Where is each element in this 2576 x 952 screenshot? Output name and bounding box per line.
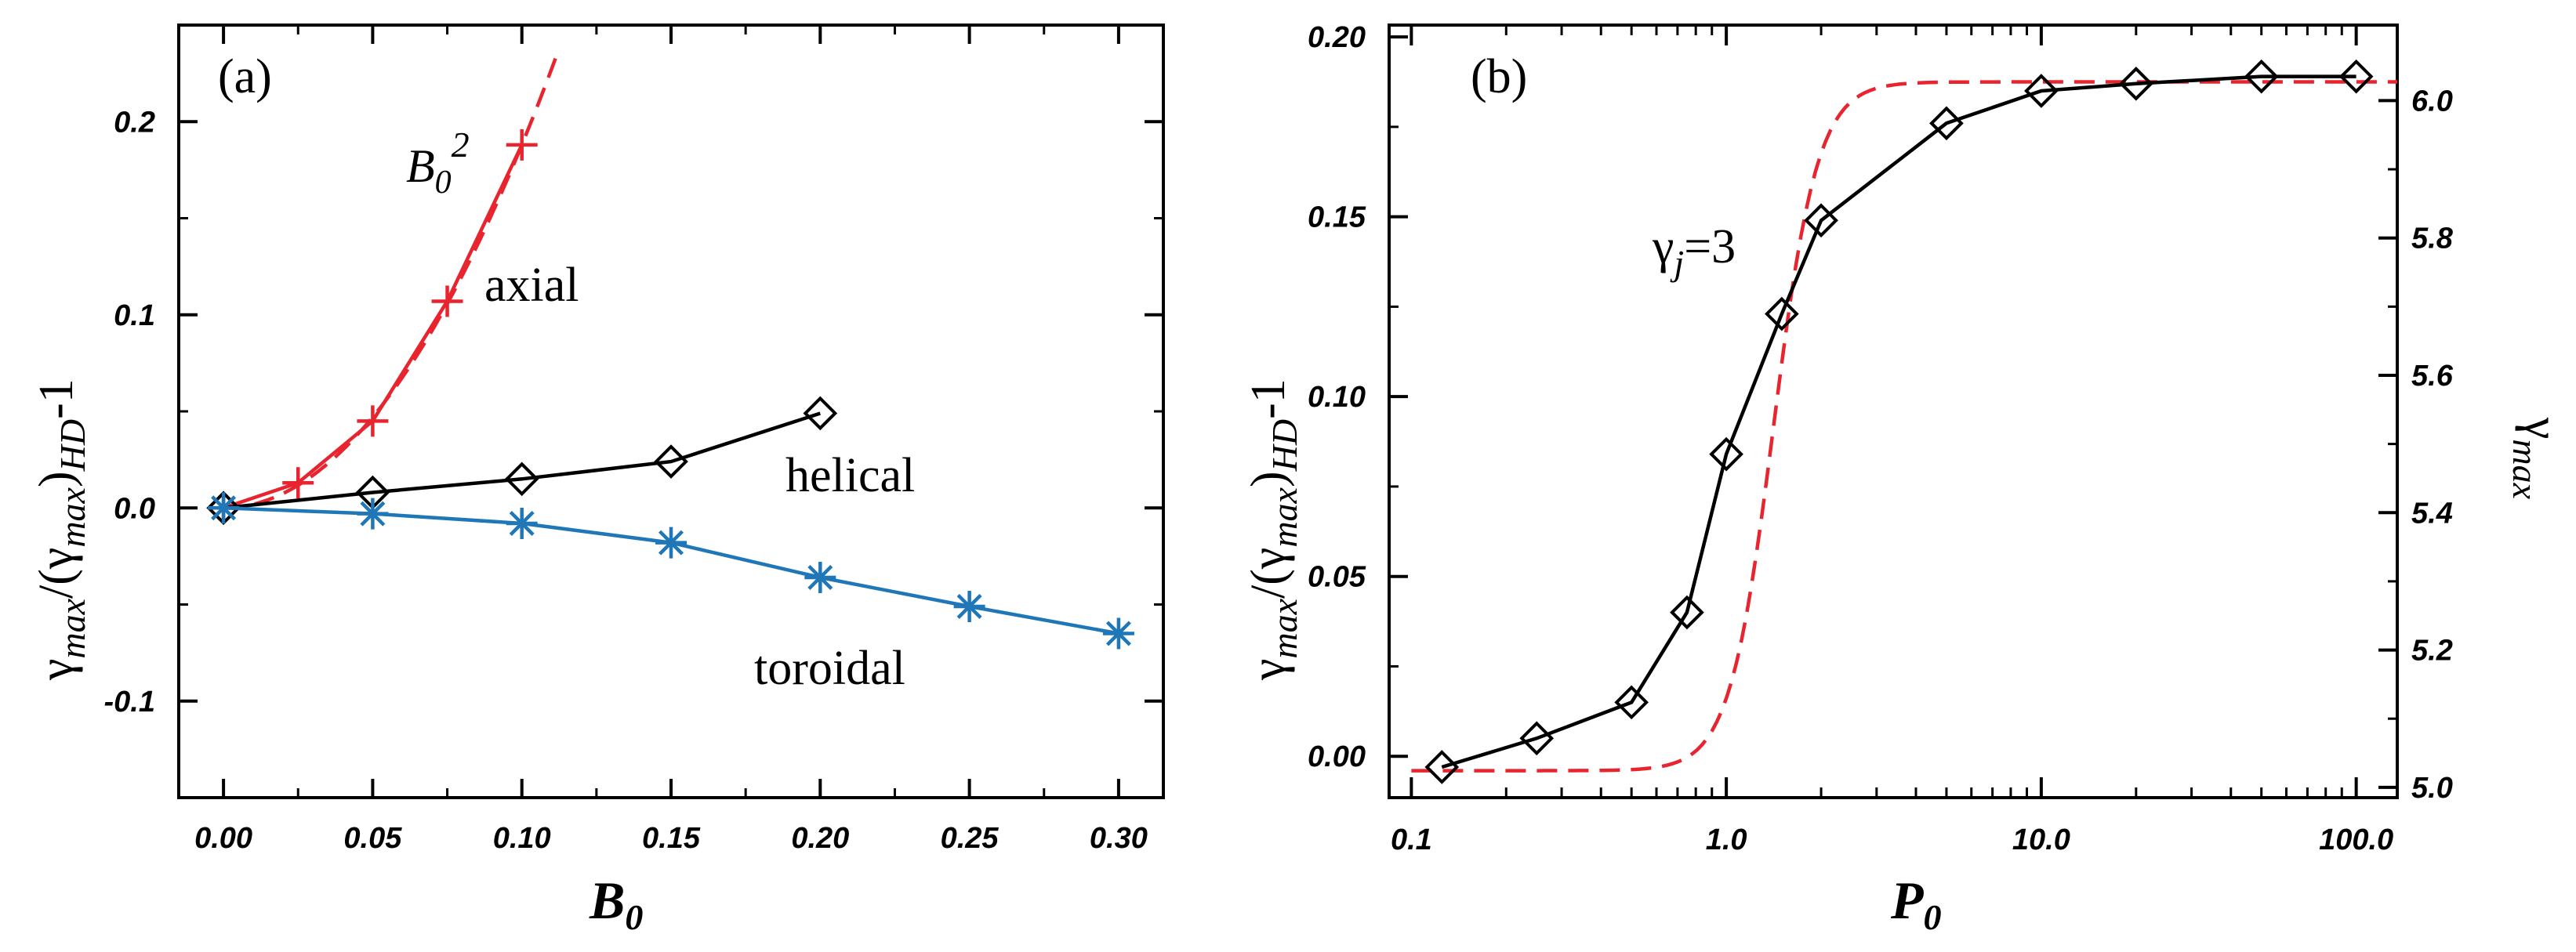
data-point-simulation	[1670, 595, 1704, 630]
data-point-helical	[803, 396, 838, 431]
data-point-toroidal	[655, 527, 687, 559]
y-tick-label: 0.15	[1308, 201, 1366, 234]
data-point-simulation	[2244, 59, 2279, 94]
data-point-axial	[506, 129, 538, 161]
y-tick-label: 0.00	[1308, 740, 1366, 773]
data-point-simulation	[1709, 436, 1743, 472]
y2-tick-label: 6.0	[2411, 85, 2453, 118]
data-point-toroidal	[506, 507, 538, 539]
x-tick-label: 0.25	[941, 822, 1000, 855]
panel-b-y-axis-title: γmax/(γmax)HD-1	[1242, 378, 1304, 681]
data-point-axial	[282, 467, 314, 499]
x-tick-label: 0.15	[642, 822, 701, 855]
x-tick-label: 0.30	[1090, 822, 1148, 855]
panel-a-series	[206, 129, 1134, 650]
series-line-simulation	[1441, 74, 2356, 769]
panel-b-series	[1424, 59, 2374, 784]
y-tick-label: 0.05	[1308, 561, 1366, 594]
fit-line-b0-squared	[223, 52, 560, 510]
series-line-axial	[223, 143, 524, 510]
panel-a: 0.00 0.05 0.10 0.15 0.20 0.25 0.30 -0.1 0.0 0.1 0.…	[30, 24, 1165, 937]
annotation-b0-squared: B02	[406, 125, 470, 201]
annotation-toroidal: toroidal	[754, 642, 905, 695]
series-line-toroidal	[223, 506, 1119, 635]
y-tick-label: 0.2	[114, 106, 155, 139]
panel-a-label: (a)	[218, 50, 272, 103]
x-tick-label: 100.0	[2319, 823, 2393, 856]
data-point-simulation	[1424, 750, 1460, 784]
data-point-helical	[504, 462, 539, 497]
x-tick-label: 10.0	[2012, 823, 2070, 856]
x-tick-label: 1.0	[1706, 823, 1747, 856]
data-point-simulation	[1804, 203, 1838, 238]
data-point-toroidal	[1102, 617, 1134, 650]
data-point-simulation	[1929, 106, 1964, 141]
panel-b-fit	[1411, 80, 2397, 773]
y-tick-label: 0.0	[114, 492, 155, 525]
panel-b-ticks: 0.1 1.0 10.0 100.0 0.00 0.05 0.10 0.15 0.20 5.0 5.…	[1308, 21, 2454, 856]
data-point-axial	[431, 285, 463, 317]
panel-a-frame	[177, 24, 1165, 799]
y2-tick-label: 5.4	[2411, 497, 2453, 530]
data-point-helical	[654, 444, 688, 479]
data-point-toroidal	[208, 492, 240, 524]
data-point-simulation	[2118, 66, 2153, 101]
y-tick-label: 0.20	[1308, 21, 1366, 54]
panel-a-x-axis-title: B0	[589, 871, 643, 937]
data-point-toroidal	[953, 590, 985, 622]
data-point-toroidal	[804, 561, 836, 593]
y2-tick-label: 5.2	[2411, 635, 2453, 668]
data-point-axial	[357, 405, 389, 437]
y-tick-label: 0.1	[114, 299, 155, 332]
data-point-simulation	[2024, 74, 2059, 108]
data-point-simulation	[1614, 685, 1649, 720]
panel-a-fit	[223, 52, 560, 510]
y2-tick-label: 5.8	[2411, 223, 2454, 255]
panel-b-x-axis-title: P0	[1890, 871, 1942, 937]
data-point-toroidal	[357, 498, 389, 530]
panel-b-label: (b)	[1471, 50, 1527, 103]
panel-b: 0.1 1.0 10.0 100.0 0.00 0.05 0.10 0.15 0.20 5.0 5.…	[1242, 21, 2568, 937]
y-tick-label: 0.10	[1308, 381, 1366, 414]
x-tick-label: 0.00	[194, 822, 252, 855]
x-tick-label: 0.20	[791, 822, 849, 855]
annotation-gamma-j: γj=3	[1652, 220, 1736, 283]
data-point-simulation	[1765, 296, 1799, 331]
data-point-simulation	[2338, 59, 2374, 94]
panel-b-y2-axis-title: γmax	[2505, 417, 2568, 500]
y2-tick-label: 5.0	[2411, 772, 2453, 805]
panel-b-frame	[1388, 24, 2399, 799]
data-point-simulation	[1519, 721, 1555, 756]
y-tick-label: -0.1	[104, 686, 155, 719]
panel-a-ticks: 0.00 0.05 0.10 0.15 0.20 0.25 0.30 -0.1 0.0 0.1 0.…	[104, 24, 1163, 855]
x-tick-label: 0.10	[493, 822, 551, 855]
x-tick-label: 0.05	[343, 822, 402, 855]
x-tick-label: 0.1	[1391, 823, 1432, 856]
fit-line-tanh	[1411, 80, 2397, 773]
annotation-helical: helical	[785, 449, 915, 502]
series-line-helical	[223, 411, 821, 510]
y2-tick-label: 5.6	[2411, 360, 2454, 393]
annotation-axial: axial	[484, 259, 579, 312]
panel-a-y-axis-title: γmax/(γmax)HD-1	[30, 378, 93, 681]
